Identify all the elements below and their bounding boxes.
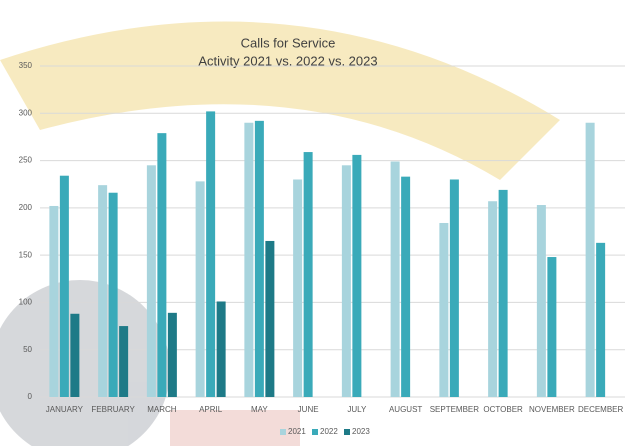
bar xyxy=(293,179,303,397)
x-tick-label: OCTOBER xyxy=(483,405,523,414)
y-tick-label: 150 xyxy=(19,250,33,259)
bar xyxy=(98,185,108,397)
y-tick-label: 0 xyxy=(28,392,33,401)
bar xyxy=(244,122,254,397)
x-tick-label: JUNE xyxy=(298,405,319,414)
x-tick-label: MARCH xyxy=(147,405,177,414)
watermark xyxy=(0,21,560,446)
y-tick-label: 300 xyxy=(19,108,33,117)
chart-subtitle: Activity 2021 vs. 2022 vs. 2023 xyxy=(198,53,377,68)
bar xyxy=(401,176,411,397)
bar xyxy=(146,165,156,397)
x-tick-label: APRIL xyxy=(199,405,223,414)
bar xyxy=(59,175,69,397)
bar xyxy=(119,326,129,397)
x-tick-label: JANUARY xyxy=(46,405,84,414)
y-tick-label: 250 xyxy=(19,156,33,165)
bar xyxy=(498,189,508,397)
x-tick-label: FEBRUARY xyxy=(91,405,135,414)
legend-swatch xyxy=(280,429,286,435)
legend-label: 2022 xyxy=(320,427,338,436)
bar xyxy=(167,312,177,397)
chart-title: Calls for Service xyxy=(241,35,336,50)
legend-label: 2021 xyxy=(288,427,306,436)
bar xyxy=(195,181,205,397)
y-tick-label: 100 xyxy=(19,298,33,307)
bar xyxy=(157,133,167,397)
bar xyxy=(206,111,216,397)
x-tick-label: AUGUST xyxy=(389,405,422,414)
x-tick-label: MAY xyxy=(251,405,268,414)
x-tick-label: SEPTEMBER xyxy=(430,405,480,414)
bar xyxy=(439,222,449,397)
x-tick-label: JULY xyxy=(347,405,367,414)
bar xyxy=(547,257,557,397)
y-tick-label: 350 xyxy=(19,61,33,70)
bar xyxy=(49,205,59,397)
bar xyxy=(488,201,498,397)
x-tick-label: DECEMBER xyxy=(578,405,624,414)
bar xyxy=(536,205,546,397)
bar xyxy=(341,165,351,397)
bar xyxy=(70,313,80,397)
bar xyxy=(352,154,362,397)
bar xyxy=(265,240,275,397)
bar xyxy=(216,301,226,397)
bar xyxy=(596,242,606,397)
legend-label: 2023 xyxy=(352,427,370,436)
bar xyxy=(254,120,264,397)
x-tick-label: NOVEMBER xyxy=(529,405,575,414)
bar xyxy=(449,179,459,397)
legend-swatch xyxy=(344,429,350,435)
y-tick-label: 50 xyxy=(23,345,32,354)
bar xyxy=(585,122,595,397)
legend-swatch xyxy=(312,429,318,435)
bar xyxy=(303,152,313,397)
y-tick-label: 200 xyxy=(19,203,33,212)
bar xyxy=(108,192,118,397)
bar xyxy=(390,161,400,397)
